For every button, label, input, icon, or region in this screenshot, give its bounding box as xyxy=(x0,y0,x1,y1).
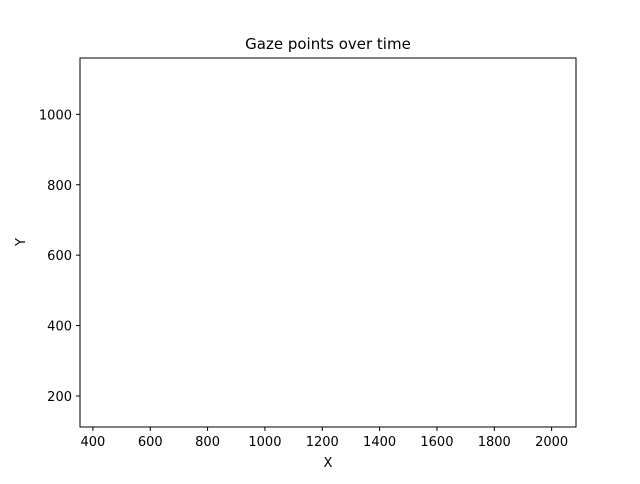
y-tick-label: 400 xyxy=(47,320,72,335)
x-tick-label: 400 xyxy=(80,435,105,450)
x-tick-label: 1200 xyxy=(306,435,339,450)
y-axis-label: Y xyxy=(14,238,29,247)
y-axis-ticks: 200 400 600 800 1000 xyxy=(39,108,80,405)
y-tick-label: 200 xyxy=(47,390,72,405)
x-tick-label: 1800 xyxy=(478,435,511,450)
chart-title: Gaze points over time xyxy=(245,35,411,53)
x-tick-label: 1000 xyxy=(248,435,281,450)
x-axis-ticks: 400 600 800 1000 1200 1400 1600 1800 2000 xyxy=(80,427,568,450)
x-tick-label: 2000 xyxy=(535,435,568,450)
x-tick-label: 1600 xyxy=(420,435,453,450)
plot-area-frame xyxy=(79,57,577,428)
y-tick-label: 800 xyxy=(47,179,72,194)
x-tick-label: 600 xyxy=(138,435,163,450)
x-tick-label: 800 xyxy=(195,435,220,450)
x-axis-label: X xyxy=(324,456,333,471)
y-tick-label: 1000 xyxy=(39,108,72,123)
x-tick-label: 1400 xyxy=(363,435,396,450)
y-tick-label: 600 xyxy=(47,249,72,264)
